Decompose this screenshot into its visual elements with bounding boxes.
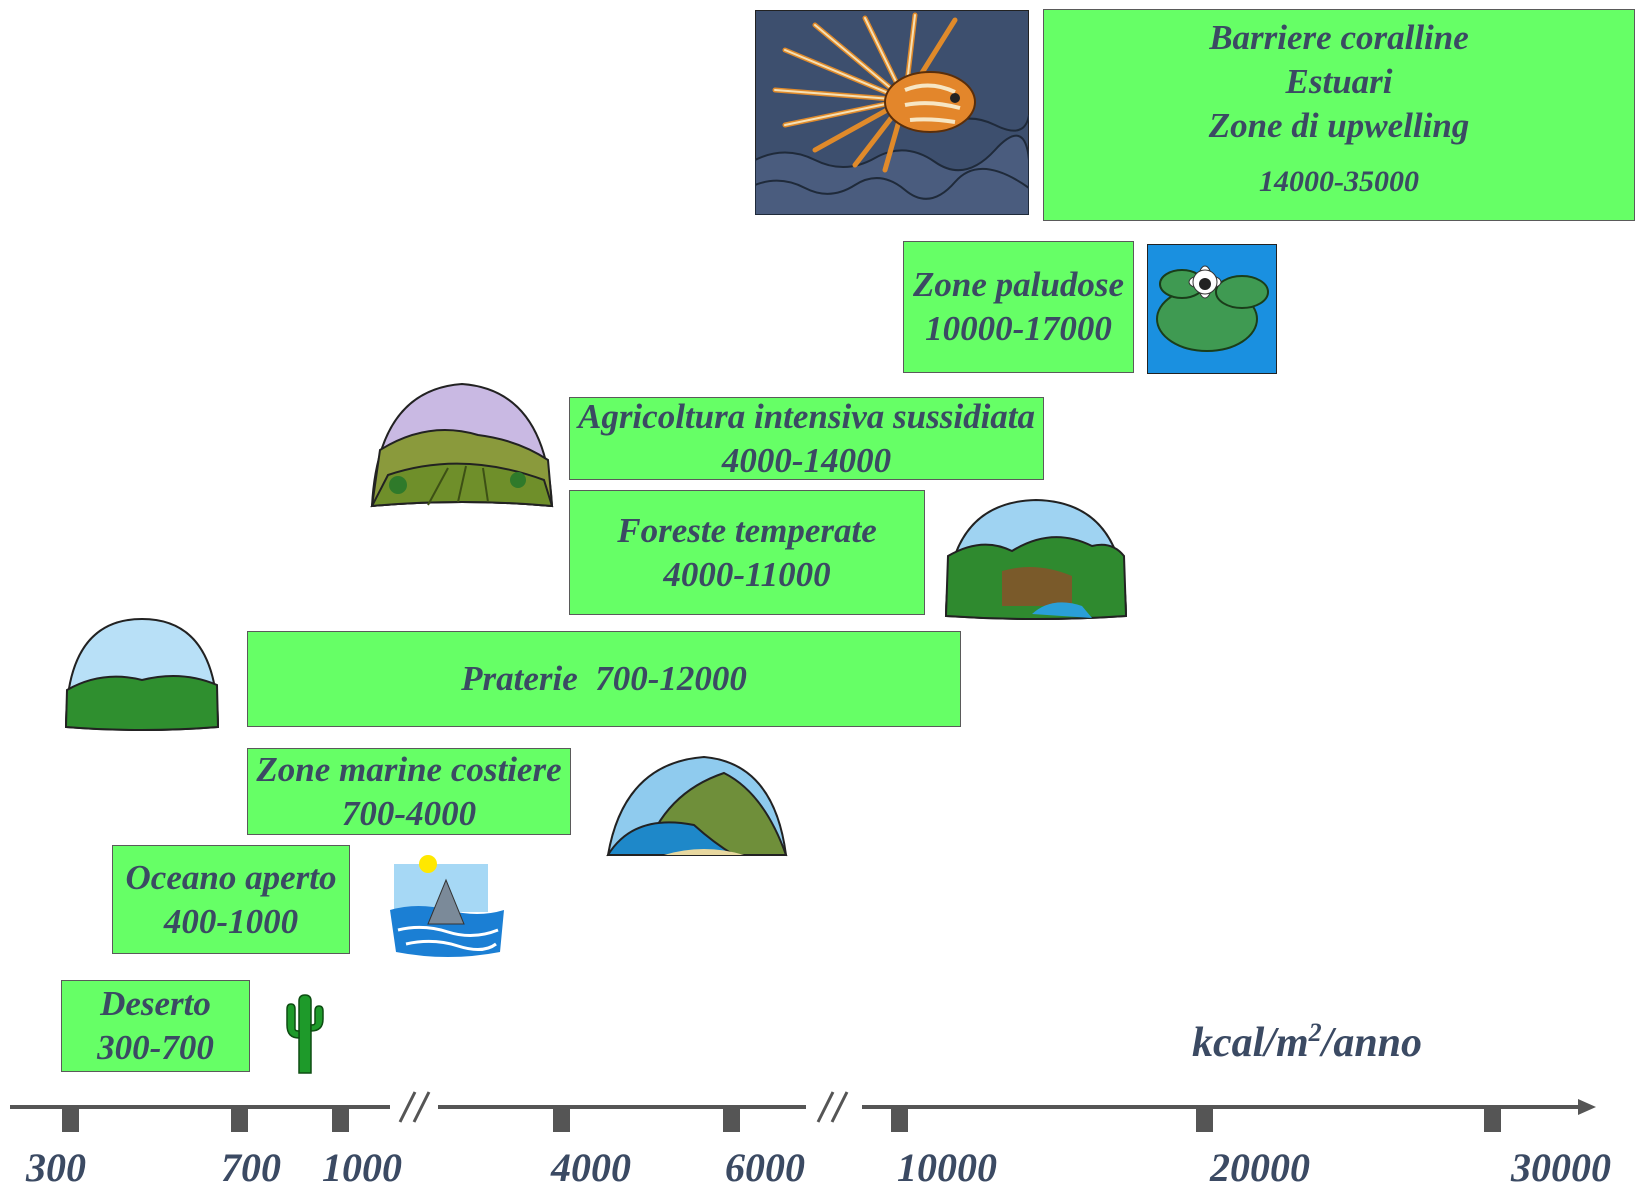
- tick-label-6000: 6000: [725, 1145, 805, 1190]
- axis-arrow: [1578, 1099, 1596, 1115]
- paludose-range: 10000-17000: [925, 309, 1112, 348]
- deserto-name: Deserto: [100, 984, 211, 1023]
- tick-label-300: 300: [26, 1145, 86, 1190]
- oceano-name: Oceano aperto: [125, 857, 337, 897]
- deserto-range: 300-700: [97, 1028, 214, 1067]
- agricoltura-name: Agricoltura intensiva sussidiata: [577, 396, 1036, 436]
- barriere-line-2: Estuari: [1285, 62, 1393, 101]
- barriere-line-3: Zone di upwelling: [1208, 106, 1470, 145]
- tick-mark-30000: [1484, 1109, 1501, 1132]
- box-zone-marine-costiere: Zone marine costiere 700-4000: [247, 748, 571, 835]
- box-agricoltura: Agricoltura intensiva sussidiata 4000-14…: [569, 397, 1044, 480]
- tick-mark-10000: [891, 1109, 908, 1132]
- barriere-range: 14000-35000: [1259, 165, 1419, 198]
- tick-mark-20000: [1196, 1109, 1213, 1132]
- tick-mark-700: [231, 1109, 248, 1132]
- tick-mark-6000: [723, 1109, 740, 1132]
- tick-label-30000: 30000: [1511, 1145, 1611, 1190]
- tick-label-4000: 4000: [551, 1145, 631, 1190]
- tick-label-700: 700: [221, 1145, 281, 1190]
- grassland-dome-illustration: [64, 617, 220, 731]
- axis-break-2: [806, 1091, 862, 1123]
- box-barriere-coralline: Barriere coralline Estuari Zone di upwel…: [1043, 9, 1635, 221]
- costiere-range: 700-4000: [341, 793, 477, 833]
- tick-mark-1000: [332, 1109, 349, 1132]
- tick-mark-4000: [553, 1109, 570, 1132]
- water-lily-illustration: [1147, 244, 1277, 374]
- tick-mark-300: [62, 1109, 79, 1132]
- tick-label-10000: 10000: [897, 1145, 997, 1190]
- costiere-name: Zone marine costiere: [256, 749, 562, 789]
- box-oceano-aperto: Oceano aperto 400-1000: [112, 845, 350, 954]
- cactus-illustration: [286, 994, 324, 1074]
- foreste-range: 4000-11000: [663, 554, 831, 594]
- tick-label-20000: 20000: [1210, 1145, 1310, 1190]
- unit-tail: /anno: [1321, 1020, 1423, 1066]
- lionfish-reef-illustration: [755, 10, 1029, 215]
- unit-main: kcal/m: [1192, 1020, 1309, 1066]
- x-axis: [10, 1091, 1596, 1132]
- oceano-range: 400-1000: [163, 901, 299, 941]
- tick-label-1000: 1000: [322, 1145, 402, 1190]
- axis-break-1: [390, 1091, 438, 1123]
- box-deserto: Deserto 300-700: [61, 980, 250, 1072]
- box-foreste-temperate: Foreste temperate 4000-11000: [569, 490, 925, 615]
- praterie-label: Praterie 700-12000: [461, 659, 747, 698]
- agricoltura-range: 4000-14000: [721, 440, 892, 480]
- axis-unit-label: kcal/m2/anno: [1192, 1018, 1422, 1067]
- foreste-name: Foreste temperate: [617, 510, 877, 550]
- barriere-line-1: Barriere coralline: [1209, 18, 1469, 57]
- farmland-dome-illustration: [370, 382, 554, 508]
- paludose-name: Zone paludose: [913, 265, 1124, 304]
- coast-dome-illustration: [606, 755, 788, 857]
- shark-ocean-illustration: [390, 855, 504, 957]
- box-zone-paludose: Zone paludose 10000-17000: [903, 241, 1134, 373]
- box-praterie: Praterie 700-12000: [247, 631, 961, 727]
- forest-dome-illustration: [944, 498, 1128, 620]
- unit-exponent: 2: [1308, 1018, 1322, 1047]
